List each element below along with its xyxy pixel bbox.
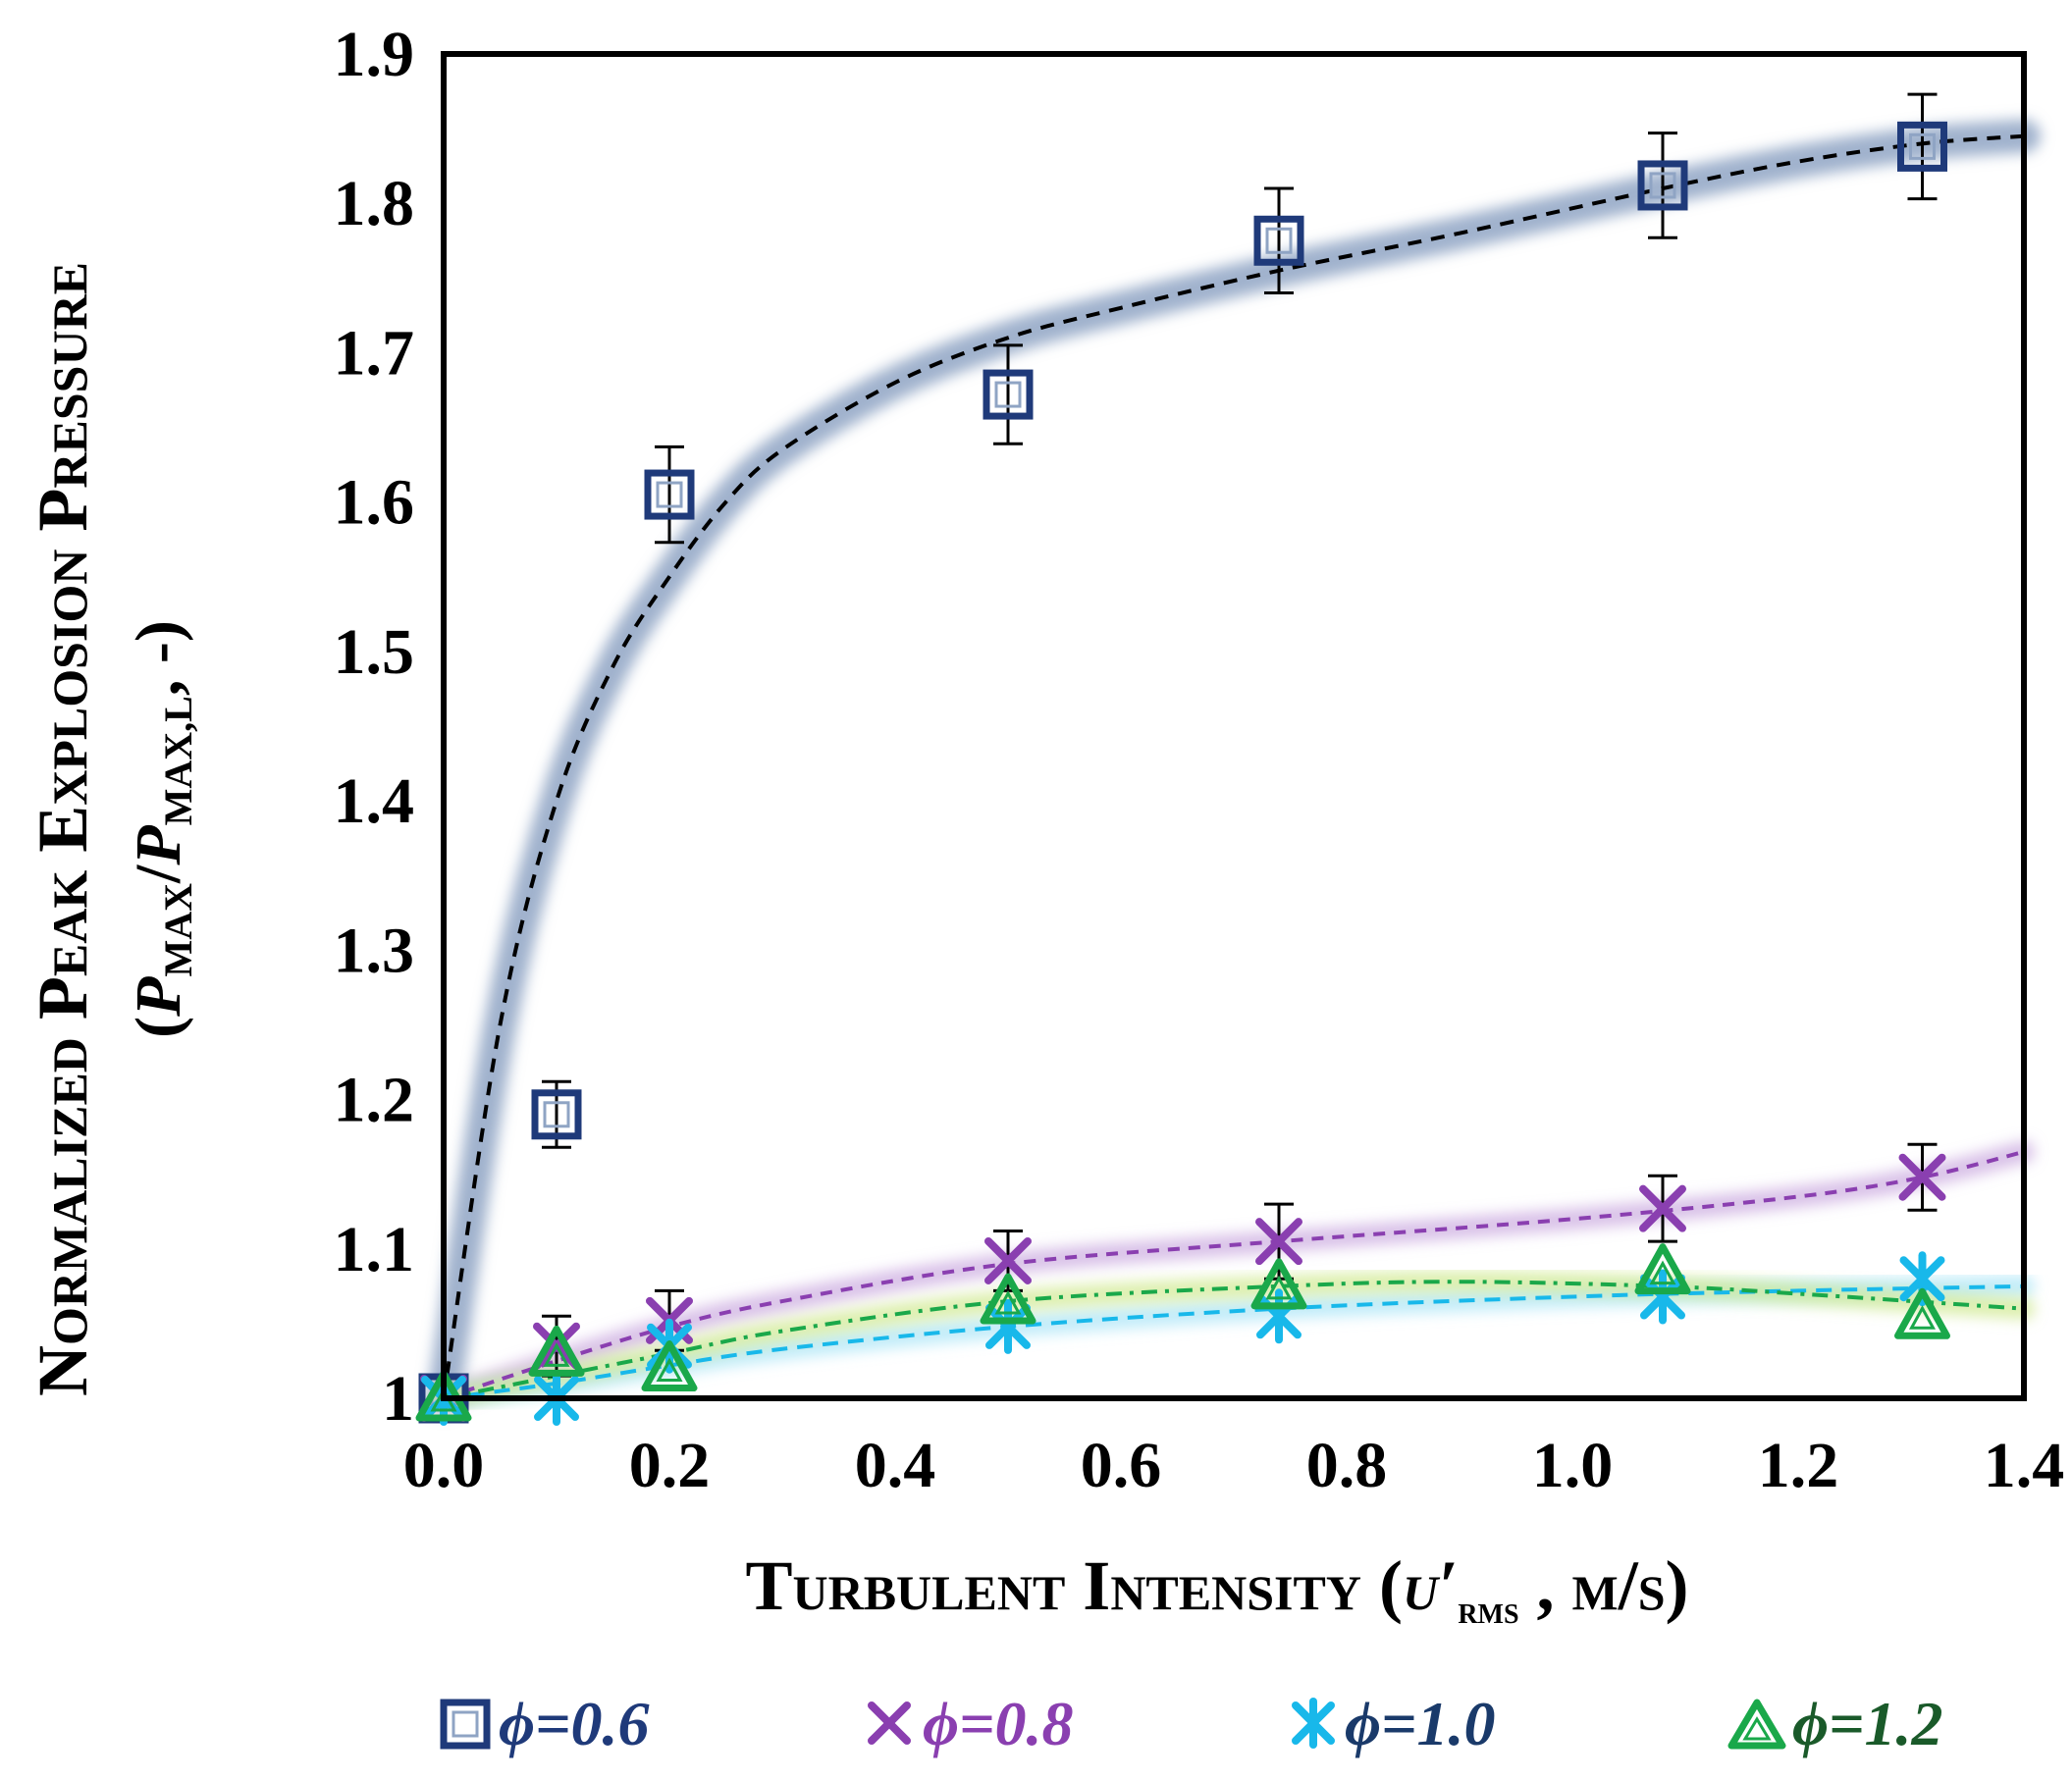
y-tick-label: 1.5 (334, 616, 415, 688)
y-axis-title-open: ( (123, 1017, 194, 1038)
error-bar (1907, 92, 1938, 201)
x-tick-label: 0.4 (855, 1430, 936, 1501)
legend-label-phi-1-0: ϕ=1.0 (1345, 1689, 1496, 1758)
data-point-square (531, 1089, 582, 1140)
x-tick-label: 0.0 (403, 1430, 485, 1501)
x-tick-label: 0.8 (1306, 1430, 1388, 1501)
y-tick-label: 1.1 (334, 1214, 415, 1285)
y-tick-label: 1.4 (334, 765, 415, 837)
x-tick-label: 0.6 (1081, 1430, 1162, 1501)
x-tick-labels: 0.0 0.2 0.4 0.6 0.8 1.0 1.2 1.4 (403, 1430, 2065, 1501)
legend-triangle-marker-icon (1727, 1699, 1786, 1750)
data-point-square (1253, 215, 1304, 266)
legend-asterisk-marker-icon (1292, 1698, 1335, 1749)
data-point-triangle (641, 1340, 698, 1392)
y-axis-title-close: , -) (123, 620, 194, 696)
data-point-x (984, 1236, 1032, 1284)
x-tick-label: 1.4 (1984, 1430, 2065, 1501)
y-tick-label: 1.8 (334, 168, 415, 239)
legend-x-marker-icon (868, 1701, 911, 1745)
plot-area-frame (441, 51, 2027, 1401)
y-tick-label: 1.7 (334, 317, 415, 389)
data-point-triangle (1894, 1287, 1950, 1339)
trend-line (443, 1283, 2025, 1400)
x-axis-title-subscript: rms (1458, 1588, 1518, 1632)
data-point-triangle (1250, 1258, 1307, 1310)
error-bar (1264, 186, 1294, 295)
data-point-triangle (528, 1325, 585, 1377)
error-bar (655, 445, 684, 545)
x-tick-label: 1.2 (1758, 1430, 1839, 1501)
trend-line (442, 133, 2025, 1399)
y-axis-title-s2: MAX,L (156, 696, 200, 825)
trend-line (443, 1149, 2025, 1400)
data-point-triangle (1634, 1243, 1691, 1295)
legend-square-marker-icon (440, 1699, 491, 1750)
data-point-square (983, 369, 1034, 420)
x-tick-label: 1.0 (1532, 1430, 1614, 1501)
y-tick-label: 1.9 (334, 19, 415, 90)
legend-item-phi-0-6[interactable]: ϕ=0.6 (440, 1689, 650, 1758)
x-axis-title: Turbulent Intensity (u′rms , m/s) (745, 1546, 1688, 1632)
x-axis-title-prefix: Turbulent Intensity ( (745, 1546, 1403, 1625)
x-axis-title-symbol: u′ (1403, 1546, 1458, 1625)
data-point-x (1639, 1184, 1686, 1232)
y-tick-labels: 1 1.1 1.2 1.3 1.4 1.5 1.6 1.7 1.8 1.9 (334, 19, 415, 1435)
trend-band (427, 119, 2041, 1415)
y-axis-title-p2: P (123, 825, 194, 866)
y-tick-label: 1.2 (334, 1065, 415, 1136)
y-axis-title-s1: MAX (156, 883, 200, 977)
data-point-square (644, 469, 695, 520)
y-axis-title-line2: (PMAX/PMAX,L, -) (123, 620, 200, 1038)
trend-bands (427, 119, 2041, 1415)
y-axis-title-line1: Normalized Peak Explosion Pressure (24, 262, 102, 1396)
trend-lines (442, 133, 2025, 1400)
y-axis-title: Normalized Peak Explosion Pressure (PMAX… (24, 262, 200, 1396)
data-markers (415, 121, 1950, 1426)
legend-item-phi-1-2[interactable]: ϕ=1.2 (1727, 1689, 1943, 1758)
legend-item-phi-1-0[interactable]: ϕ=1.0 (1292, 1689, 1496, 1758)
legend-label-phi-0-8: ϕ=0.8 (923, 1689, 1074, 1758)
x-axis-title-suffix: , m/s) (1519, 1546, 1689, 1625)
data-point-x (1255, 1218, 1302, 1266)
legend-label-phi-0-6: ϕ=0.6 (499, 1689, 650, 1758)
x-tick-label: 0.2 (629, 1430, 711, 1501)
y-axis-title-slash: / (123, 864, 194, 884)
data-point-square (1637, 160, 1688, 211)
data-point-square (1897, 121, 1947, 172)
legend-item-phi-0-8[interactable]: ϕ=0.8 (868, 1689, 1074, 1758)
legend: ϕ=0.6 ϕ=0.8 ϕ=1.0 ϕ=1.2 (440, 1689, 1943, 1758)
error-bar (993, 343, 1023, 445)
y-tick-label: 1.3 (334, 915, 415, 986)
legend-label-phi-1-2: ϕ=1.2 (1792, 1689, 1943, 1758)
y-axis-title-p1: P (123, 976, 194, 1018)
y-tick-label: 1.6 (334, 467, 415, 539)
error-bar (1648, 131, 1677, 239)
y-tick-label: 1 (382, 1363, 414, 1435)
data-point-triangle (980, 1273, 1036, 1325)
data-point-x (1898, 1153, 1946, 1201)
